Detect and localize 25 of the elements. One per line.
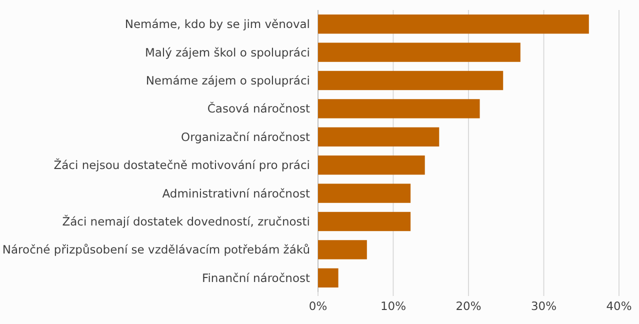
x-tick-label: 20%: [456, 299, 482, 313]
y-tick-label: Nemáme, kdo by se jim věnoval: [124, 17, 310, 32]
bar: [318, 14, 589, 34]
y-tick-label: Žáci nejsou dostatečně motivování pro práci: [54, 158, 310, 172]
bar: [318, 268, 338, 288]
y-tick-label: Časová náročnost: [207, 102, 310, 116]
y-tick-label: Náročné přizpůsobení se vzdělávacím potřebám žáků: [2, 242, 310, 257]
y-tick-label: Nemáme zájem o spolupráci: [146, 74, 310, 88]
bar: [318, 156, 425, 175]
y-tick-label: Finanční náročnost: [202, 270, 310, 285]
bar: [318, 184, 411, 203]
x-tick-label: 0%: [308, 299, 328, 313]
bar: [318, 42, 520, 62]
bar: [318, 212, 411, 232]
bar: [318, 99, 480, 118]
x-tick-label: 40%: [606, 299, 632, 313]
bar: [318, 240, 367, 260]
y-tick-label: Malý zájem škol o spolupráci: [144, 45, 310, 60]
x-tick-label: 30%: [530, 299, 557, 313]
bar: [318, 70, 504, 90]
y-tick-label: Žáci nemají dostatek dovedností, zručnosti: [62, 214, 310, 229]
x-tick-label: 10%: [380, 299, 406, 313]
y-tick-label: Administrativní náročnost: [162, 186, 310, 200]
bar: [318, 127, 440, 146]
y-tick-label: Organizační náročnost: [181, 130, 310, 144]
